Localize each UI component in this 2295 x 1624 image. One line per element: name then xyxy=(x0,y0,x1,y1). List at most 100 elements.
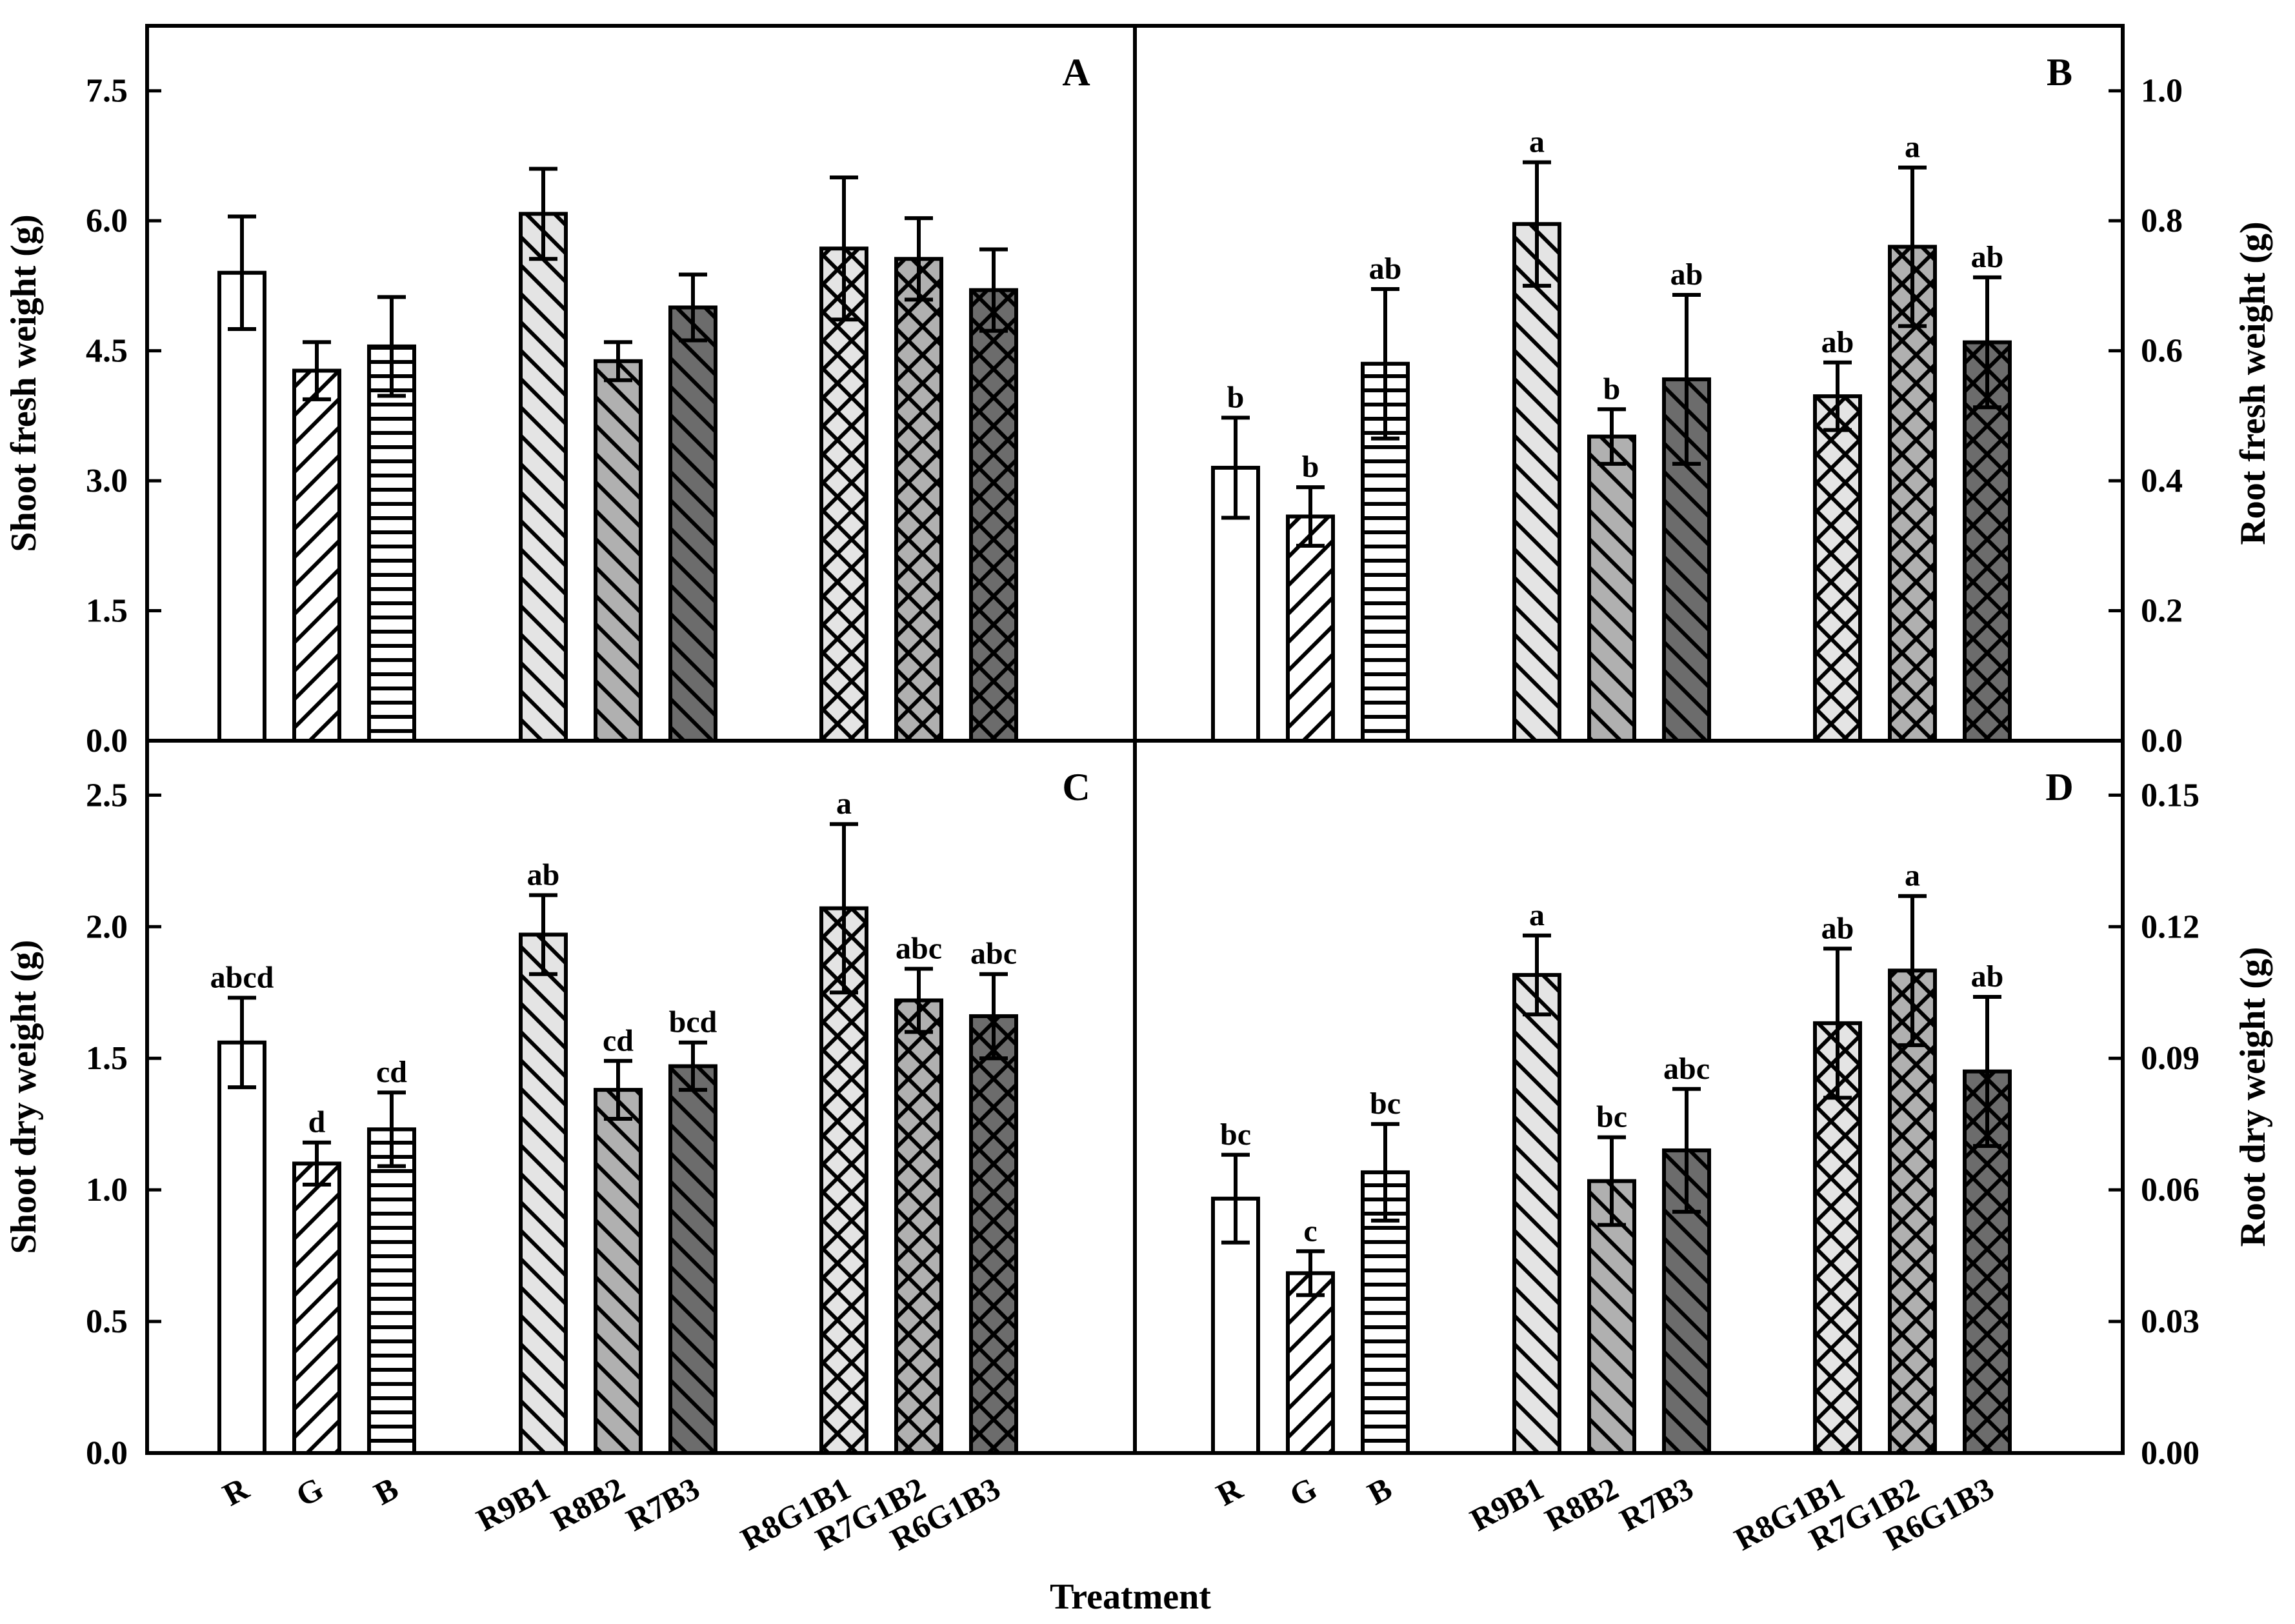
y-tick-label: 7.5 xyxy=(86,73,128,110)
significance-label: bc xyxy=(1220,1118,1251,1152)
category-label-r9b1: R9B1 xyxy=(470,1470,556,1538)
significance-label: a xyxy=(1529,125,1545,159)
y-tick-label: 0.00 xyxy=(2141,1435,2200,1472)
y-axis-title: Root dry weight (g) xyxy=(2233,947,2273,1247)
y-tick-label: 0.03 xyxy=(2141,1303,2200,1340)
error-bar xyxy=(905,967,933,1034)
y-tick-label: 2.0 xyxy=(86,908,128,945)
error-bar xyxy=(1296,1249,1325,1298)
bar-g xyxy=(292,368,341,743)
bar-r9b1 xyxy=(519,932,568,1456)
bar-r8b2 xyxy=(1587,434,1636,743)
bar-r8g1b1 xyxy=(1813,394,1862,743)
panel-c: 0.0 0.5 1.0 1.5 2.0 2.5 Shoot dry weight (g) Ca… xyxy=(4,766,1090,1558)
panel-letter: A xyxy=(1062,51,1090,94)
y-tick-label: 1.5 xyxy=(86,593,128,630)
y-tick-label: 2.5 xyxy=(86,777,128,814)
y-tick-label: 6.0 xyxy=(86,203,128,239)
category-label-g: G xyxy=(290,1470,330,1514)
category-label-g: G xyxy=(1284,1470,1323,1514)
category-label-r: R xyxy=(1210,1470,1248,1513)
error-bar xyxy=(1221,416,1250,520)
category-label-b: B xyxy=(1361,1470,1398,1512)
significance-label: ab xyxy=(1670,257,1703,292)
error-bar xyxy=(377,295,406,398)
category-label-r9b1: R9B1 xyxy=(1464,1470,1549,1538)
frame-layer xyxy=(145,24,2125,1455)
error-bar xyxy=(604,340,632,383)
error-bar xyxy=(1898,165,1927,328)
error-bar xyxy=(303,340,331,401)
significance-label: ab xyxy=(527,857,560,892)
y-tick-label: 1.0 xyxy=(86,1172,128,1208)
significance-label: b xyxy=(1603,372,1621,406)
y-tick-label: 0.6 xyxy=(2141,333,2183,370)
bar-r6g1b3 xyxy=(969,288,1018,743)
bar-r8b2 xyxy=(594,1088,643,1455)
significance-label: ab xyxy=(1821,911,1854,945)
significance-label: bc xyxy=(1596,1100,1627,1134)
significance-label: d xyxy=(308,1105,326,1139)
significance-label: a xyxy=(836,787,852,821)
significance-label: bcd xyxy=(669,1005,717,1039)
bar-b xyxy=(367,344,416,743)
y-tick-label: 0.0 xyxy=(86,723,128,759)
y-tick-label: 0.4 xyxy=(2141,463,2183,499)
error-bar xyxy=(830,175,858,322)
y-tick-label: 0.06 xyxy=(2141,1172,2200,1208)
panel-d: 0.00 0.03 0.06 0.09 0.12 0.15 Root dry weight … xyxy=(1210,766,2273,1558)
bar-r6g1b3 xyxy=(969,1014,1018,1455)
y-tick-label: 0.0 xyxy=(86,1435,128,1472)
error-bar xyxy=(1973,995,2001,1148)
y-tick-label: 0.12 xyxy=(2141,908,2200,945)
bar-r7g1b2 xyxy=(894,998,943,1455)
y-tick-label: 0.2 xyxy=(2141,593,2183,630)
y-tick-label: 0.0 xyxy=(2141,723,2183,759)
error-bar xyxy=(1672,1087,1701,1214)
panel-b: 0.0 0.2 0.4 0.6 0.8 1.0 Root fresh weight (g) B… xyxy=(1211,51,2273,759)
error-bar xyxy=(529,893,557,976)
significance-label: abcd xyxy=(210,960,274,994)
bar-r8b2 xyxy=(594,359,643,743)
y-tick-label: 1.0 xyxy=(2141,73,2183,110)
significance-label: a xyxy=(1905,859,1920,893)
significance-label: abc xyxy=(970,937,1017,971)
error-bar xyxy=(228,996,256,1090)
significance-label: cd xyxy=(376,1055,407,1089)
significance-label: b xyxy=(1302,450,1319,484)
error-bar xyxy=(1672,293,1701,466)
error-bar xyxy=(679,1040,707,1092)
x-axis-title: Treatment xyxy=(1050,1577,1211,1617)
error-bar xyxy=(679,272,707,343)
panel-letter: D xyxy=(2045,766,2073,808)
category-label-r7b3: R7B3 xyxy=(1614,1470,1699,1538)
bar-g xyxy=(1286,514,1335,743)
bar-r9b1 xyxy=(519,212,568,743)
significance-label: b xyxy=(1227,380,1245,414)
panels-layer: 0.0 1.5 3.0 4.5 6.0 7.5 Shoot fresh weight (g)… xyxy=(4,51,2273,1558)
significance-label: c xyxy=(1303,1214,1317,1248)
y-tick-label: 0.15 xyxy=(2141,777,2200,814)
y-axis-title: Shoot fresh weight (g) xyxy=(4,214,44,552)
significance-label: a xyxy=(1529,898,1545,932)
panel-letter: B xyxy=(2047,51,2072,94)
error-bar xyxy=(1371,286,1399,441)
error-bar xyxy=(529,166,557,261)
error-bar xyxy=(1523,160,1551,288)
category-label-b: B xyxy=(368,1470,404,1512)
error-bar xyxy=(1221,1152,1250,1245)
bar-r7b3 xyxy=(668,305,717,743)
panel-letter: C xyxy=(1062,766,1090,808)
error-bar xyxy=(830,822,858,995)
panel-a: 0.0 1.5 3.0 4.5 6.0 7.5 Shoot fresh weight (g)… xyxy=(4,51,1090,759)
bar-b xyxy=(367,1127,416,1455)
bar-r xyxy=(217,270,266,743)
error-bar xyxy=(377,1090,406,1168)
error-bar xyxy=(1823,947,1852,1100)
y-axis-title: Root fresh weight (g) xyxy=(2233,221,2273,545)
error-bar xyxy=(979,972,1008,1061)
error-bar xyxy=(1598,1135,1626,1227)
error-bar xyxy=(979,247,1008,333)
error-bar xyxy=(303,1140,331,1187)
